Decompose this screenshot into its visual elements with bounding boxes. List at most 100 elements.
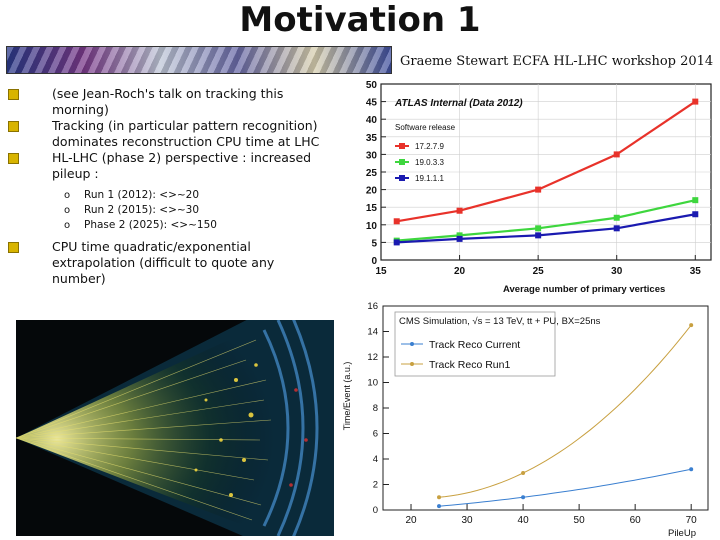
y-tick-label: 10 xyxy=(366,221,378,232)
x-tick-label: 30 xyxy=(461,515,473,526)
circle-bullet-icon: o xyxy=(64,205,71,216)
bullet-item: CPU time quadratic/exponential extrapola… xyxy=(8,239,328,287)
sub-bullet-item: o Run 2 (2015): <>~30 xyxy=(8,203,328,218)
data-point xyxy=(689,467,694,472)
x-tick-label: 25 xyxy=(533,266,545,277)
data-point xyxy=(521,471,526,476)
x-tick-label: 15 xyxy=(375,266,387,277)
legend-label: 19.1.1.1 xyxy=(415,174,444,183)
legend: 17.2.7.9 19.0.3.3 19.1.1.1 xyxy=(395,142,444,183)
bullet-text: Tracking (in particular pattern recognit… xyxy=(52,118,320,149)
series-lines xyxy=(437,323,694,509)
sub-bullet-list: o Run 1 (2012): <>~20 o Run 2 (2015): <>~3… xyxy=(8,188,328,233)
data-point xyxy=(535,225,542,232)
data-point xyxy=(437,495,442,500)
x-tick-label: 20 xyxy=(405,515,417,526)
data-point xyxy=(456,207,463,214)
bullet-marker-icon xyxy=(8,153,19,164)
data-point xyxy=(456,235,463,242)
y-axis-ticks: 0 2 4 6 8 10 12 14 16 xyxy=(367,301,389,516)
y-axis-ticks: 0 5 10 15 20 25 30 35 40 45 50 xyxy=(366,80,386,267)
y-axis-label: Time/Event (a.u.) xyxy=(342,362,352,431)
sub-bullet-text: Run 2 (2015): <>~30 xyxy=(84,204,200,216)
legend-title: Software release xyxy=(395,123,456,132)
y-tick-label: 6 xyxy=(373,429,378,440)
atlas-cpu-time-chart: 0 5 10 15 20 25 30 35 40 45 50 15 20 25 30 35 ATLAS In… xyxy=(345,78,717,300)
bullet-marker-icon xyxy=(8,242,19,253)
x-tick-label: 40 xyxy=(518,515,530,526)
x-axis-label: PileUp xyxy=(668,528,696,539)
x-tick-label: 35 xyxy=(690,266,702,277)
sub-bullet-item: o Run 1 (2012): <>~20 xyxy=(8,188,328,203)
bullet-item: (see Jean-Roch's talk on tracking this m… xyxy=(8,86,328,118)
y-tick-label: 40 xyxy=(366,115,378,126)
data-point xyxy=(689,323,694,328)
circle-bullet-icon: o xyxy=(64,190,71,201)
x-axis-ticks: 15 20 25 30 35 xyxy=(375,255,701,277)
y-tick-label: 5 xyxy=(371,238,377,249)
data-point xyxy=(437,504,442,509)
y-tick-label: 30 xyxy=(366,150,378,161)
data-point xyxy=(393,239,400,246)
data-point xyxy=(613,151,620,158)
bullet-text: CPU time quadratic/exponential extrapola… xyxy=(52,239,275,286)
legend-label: Track Reco Current xyxy=(429,339,520,351)
x-tick-label: 30 xyxy=(611,266,623,277)
legend-label: 17.2.7.9 xyxy=(415,142,444,151)
y-tick-label: 15 xyxy=(366,203,378,214)
bullet-list: (see Jean-Roch's talk on tracking this m… xyxy=(8,86,328,287)
y-tick-label: 20 xyxy=(366,186,378,197)
legend-marker xyxy=(399,175,405,181)
y-tick-label: 8 xyxy=(373,403,378,414)
detector-event-display-image xyxy=(16,320,334,536)
y-tick-label: 16 xyxy=(367,301,378,312)
x-tick-label: 70 xyxy=(686,515,698,526)
bullet-marker-icon xyxy=(8,121,19,132)
x-axis-ticks: 20 30 40 50 60 70 xyxy=(405,504,697,526)
data-point xyxy=(521,495,526,500)
series-lines xyxy=(393,98,699,246)
y-tick-label: 12 xyxy=(367,352,378,363)
header-banner-image xyxy=(6,46,392,74)
y-tick-label: 10 xyxy=(367,378,378,389)
bullet-item: HL-LHC (phase 2) perspective : increased… xyxy=(8,150,328,182)
legend-label: Track Reco Run1 xyxy=(429,359,510,371)
y-tick-label: 0 xyxy=(373,505,378,516)
sub-bullet-text: Run 1 (2012): <>~20 xyxy=(84,189,200,201)
y-tick-label: 45 xyxy=(366,98,378,109)
legend-marker xyxy=(399,159,405,165)
legend-marker xyxy=(410,362,414,366)
data-point xyxy=(393,218,400,225)
data-point xyxy=(692,211,699,218)
y-tick-label: 2 xyxy=(373,480,378,491)
y-tick-label: 35 xyxy=(366,133,378,144)
x-axis-label: Average number of primary vertices xyxy=(503,284,665,295)
legend-marker xyxy=(410,342,414,346)
series-line-track-reco-run1 xyxy=(438,324,692,498)
credit-text: Graeme Stewart ECFA HL-LHC workshop 2014 xyxy=(400,54,714,69)
legend-marker xyxy=(399,143,405,149)
y-tick-label: 25 xyxy=(366,168,378,179)
x-tick-label: 20 xyxy=(454,266,466,277)
y-tick-label: 0 xyxy=(371,256,377,267)
legend-label: 19.0.3.3 xyxy=(415,158,444,167)
y-tick-label: 50 xyxy=(366,80,378,91)
legend: Track Reco Current Track Reco Run1 xyxy=(401,339,520,371)
data-point xyxy=(613,214,620,221)
bullet-marker-icon xyxy=(8,89,19,100)
sub-bullet-item: o Phase 2 (2025): <>~150 xyxy=(8,218,328,233)
x-tick-label: 50 xyxy=(574,515,586,526)
data-point xyxy=(692,98,699,105)
data-point xyxy=(535,186,542,193)
y-tick-label: 14 xyxy=(367,327,378,338)
slide-title: Motivation 1 xyxy=(239,0,481,40)
bullet-text: HL-LHC (phase 2) perspective : increased… xyxy=(52,150,312,181)
chart-title: ATLAS Internal (Data 2012) xyxy=(394,98,523,109)
cms-time-per-event-chart: 0 2 4 6 8 10 12 14 16 20 30 40 50 60 70 CMS Simulatio… xyxy=(338,300,716,540)
series-line-track-reco-current xyxy=(438,468,692,507)
sub-bullet-text: Phase 2 (2025): <>~150 xyxy=(84,219,217,231)
chart-title: CMS Simulation, √s = 13 TeV, tt + PU, BX… xyxy=(399,316,601,327)
data-point xyxy=(692,197,699,204)
data-point xyxy=(456,232,463,239)
bullet-item: Tracking (in particular pattern recognit… xyxy=(8,118,328,150)
